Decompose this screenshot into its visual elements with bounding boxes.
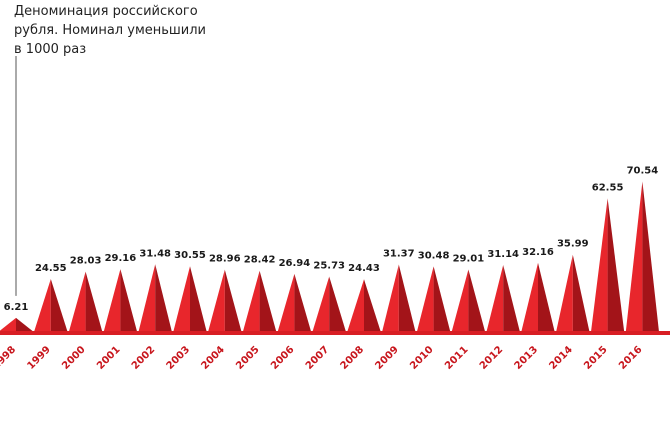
- value-label-2012: 31.14: [487, 249, 519, 260]
- year-label-2009: 2009: [373, 344, 400, 371]
- peak-dark-1998: [16, 317, 33, 331]
- year-label-2004: 2004: [199, 344, 226, 371]
- value-label-2007: 25.73: [313, 260, 345, 271]
- baseline-bar: [0, 331, 670, 335]
- year-label-2007: 2007: [304, 344, 331, 371]
- peak-light-2015: [591, 198, 608, 331]
- peak-dark-2010: [433, 266, 451, 331]
- annotation-line-1: Деноминация российского: [14, 4, 198, 19]
- peak-light-2004: [208, 269, 225, 331]
- denomination-annotation: Деноминация российского рубля. Номинал у…: [14, 2, 244, 59]
- value-label-2016: 70.54: [627, 165, 659, 176]
- value-label-2008: 24.43: [348, 263, 380, 274]
- peak-light-2002: [138, 264, 156, 331]
- year-label-2001: 2001: [95, 344, 122, 371]
- value-label-2001: 29.16: [105, 253, 137, 264]
- value-label-2010: 30.48: [418, 250, 450, 261]
- peak-dark-2013: [538, 262, 555, 331]
- peak-dark-2000: [85, 271, 103, 331]
- peak-dark-2016: [642, 181, 659, 331]
- peak-light-2016: [625, 181, 643, 331]
- year-label-2011: 2011: [443, 344, 470, 371]
- peak-light-2010: [417, 266, 434, 331]
- peak-dark-2002: [155, 264, 172, 331]
- peak-dark-2008: [364, 279, 381, 331]
- value-label-2014: 35.99: [557, 239, 589, 250]
- year-label-2002: 2002: [130, 344, 157, 371]
- peak-dark-2009: [398, 264, 416, 331]
- year-label-1998: 1998: [0, 344, 18, 371]
- peak-light-2007: [312, 276, 330, 331]
- peak-dark-2012: [503, 264, 520, 331]
- value-label-2002: 31.48: [139, 248, 171, 259]
- value-label-2000: 28.03: [70, 256, 102, 267]
- peak-light-2008: [347, 279, 364, 331]
- peak-light-2014: [556, 254, 573, 331]
- peak-light-2001: [103, 269, 121, 331]
- year-label-2016: 2016: [617, 344, 644, 371]
- value-label-2013: 32.16: [522, 247, 554, 258]
- value-label-1999: 24.55: [35, 263, 67, 274]
- peak-light-2011: [451, 269, 469, 331]
- peak-light-2005: [243, 270, 260, 331]
- year-label-2015: 2015: [582, 344, 609, 371]
- peak-dark-2001: [120, 269, 137, 331]
- peak-light-2013: [521, 262, 538, 331]
- year-label-2013: 2013: [513, 344, 540, 371]
- value-label-2015: 62.55: [592, 182, 624, 193]
- year-label-2003: 2003: [165, 344, 192, 371]
- value-label-2003: 30.55: [174, 250, 206, 261]
- peak-light-2009: [382, 264, 399, 331]
- peak-dark-2003: [190, 266, 207, 331]
- value-label-2006: 26.94: [279, 258, 311, 269]
- annotation-line-2: рубля. Номинал уменьшили: [14, 23, 207, 38]
- peak-dark-2007: [329, 276, 346, 331]
- peak-dark-2006: [294, 273, 311, 331]
- peak-light-1998: [0, 317, 16, 331]
- value-label-2004: 28.96: [209, 254, 241, 265]
- year-label-2008: 2008: [339, 344, 366, 371]
- peak-dark-2011: [468, 269, 485, 331]
- year-label-2010: 2010: [408, 344, 435, 371]
- year-label-2014: 2014: [547, 344, 574, 371]
- peak-light-2000: [69, 271, 86, 331]
- year-label-2000: 2000: [60, 344, 87, 371]
- peak-dark-2004: [224, 269, 242, 331]
- year-label-2005: 2005: [234, 344, 261, 371]
- peak-light-2006: [277, 273, 295, 331]
- year-label-1999: 1999: [25, 344, 52, 371]
- value-label-2005: 28.42: [244, 255, 276, 266]
- value-label-2009: 31.37: [383, 248, 415, 259]
- value-label-2011: 29.01: [453, 253, 485, 264]
- peak-light-1999: [34, 278, 51, 331]
- peak-dark-2005: [259, 270, 277, 331]
- year-label-2006: 2006: [269, 344, 296, 371]
- peak-dark-2014: [572, 254, 590, 331]
- peak-light-2012: [486, 264, 504, 331]
- year-label-2012: 2012: [478, 344, 505, 371]
- annotation-line-3: в 1000 раз: [14, 42, 87, 57]
- value-label-1998: 6.21: [4, 302, 29, 313]
- peak-dark-1999: [50, 278, 68, 331]
- peak-dark-2015: [607, 198, 625, 331]
- peak-light-2003: [173, 266, 190, 331]
